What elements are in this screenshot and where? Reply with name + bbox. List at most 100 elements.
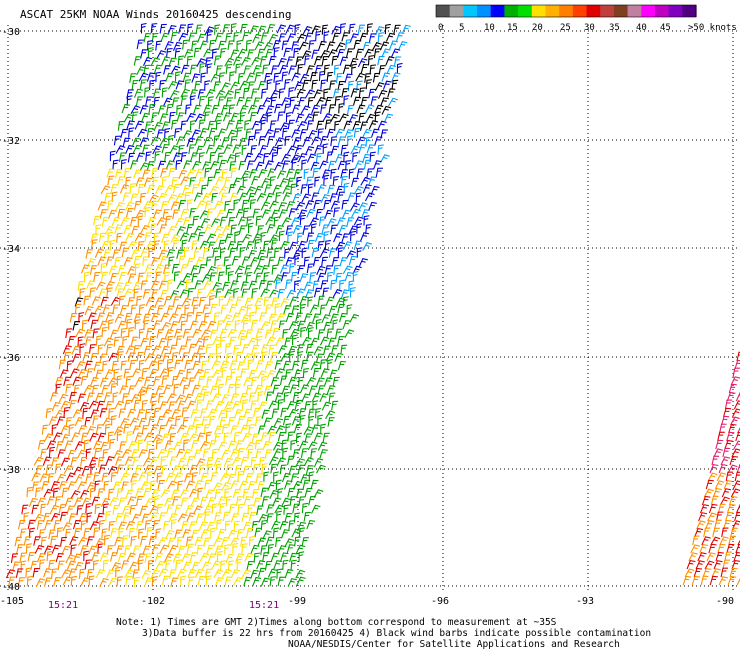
wind-barb: [346, 217, 355, 227]
wind-barb: [227, 270, 234, 282]
wind-barb: [289, 384, 299, 394]
wind-barb: [99, 408, 108, 418]
wind-barb: [154, 150, 161, 162]
wind-barb: [726, 431, 735, 442]
wind-barb: [128, 127, 135, 138]
wind-barb: [724, 399, 733, 410]
wind-barb: [232, 400, 242, 410]
wind-barb: [334, 120, 341, 131]
wind-barb: [80, 376, 88, 386]
wind-barb: [298, 527, 306, 538]
wind-barb: [211, 48, 218, 59]
wind-barb: [232, 177, 242, 187]
wind-barb: [211, 192, 218, 203]
wind-barb: [299, 303, 306, 315]
legend-swatch: [654, 5, 670, 17]
wind-barb: [733, 440, 740, 450]
wind-barb: [74, 417, 84, 427]
wind-barb: [201, 161, 211, 171]
wind-barb: [222, 281, 231, 292]
wind-barb: [239, 392, 249, 403]
wind-barb: [312, 280, 320, 291]
wind-barb: [252, 352, 260, 363]
wind-barb: [82, 407, 89, 418]
wind-barb: [283, 47, 292, 58]
wind-barb: [135, 177, 145, 187]
wind-barb: [34, 513, 44, 523]
wind-barb: [86, 392, 95, 402]
wind-barb: [64, 497, 74, 507]
wind-barb: [166, 358, 173, 370]
wind-barb: [186, 400, 197, 410]
wind-barb: [256, 225, 264, 236]
wind-barb: [263, 42, 274, 51]
wind-barb: [121, 481, 129, 492]
wind-barb: [708, 503, 718, 514]
wind-barb: [188, 377, 196, 388]
wind-barb: [134, 120, 144, 130]
wind-barb: [171, 263, 180, 274]
wind-barb: [140, 22, 147, 34]
note-line-3: NOAA/NESDIS/Center for Satellite Applica…: [288, 639, 620, 650]
wind-barb: [230, 368, 237, 379]
wind-barb: [398, 41, 408, 51]
wind-barb: [131, 479, 137, 491]
wind-barb: [106, 569, 116, 579]
wind-barb: [243, 495, 252, 506]
wind-barb: [293, 369, 303, 380]
wind-barb: [261, 463, 268, 474]
wind-barb: [183, 448, 193, 458]
wind-barb: [72, 519, 82, 530]
wind-barb: [142, 289, 151, 299]
wind-barb: [211, 360, 221, 370]
wind-barb: [219, 360, 230, 370]
wind-barb: [306, 232, 315, 242]
wind-barb: [316, 265, 326, 276]
wind-barb: [74, 297, 84, 307]
wind-barb: [151, 489, 160, 499]
wind-barb: [146, 471, 153, 482]
wind-barb: [267, 256, 276, 267]
wind-barb: [70, 576, 78, 587]
wind-barb: [144, 206, 151, 218]
wind-barb: [184, 473, 193, 483]
wind-barb: [236, 272, 243, 283]
wind-barb: [281, 217, 292, 227]
wind-barb: [143, 376, 152, 387]
wind-barb: [343, 120, 353, 130]
wind-barb: [291, 104, 301, 114]
wind-barb: [323, 231, 330, 242]
wind-barb: [174, 128, 181, 138]
wind-barb: [245, 384, 253, 395]
wind-barb: [80, 456, 87, 467]
wind-barb: [349, 202, 360, 212]
wind-barb: [339, 56, 349, 66]
wind-barb: [152, 88, 162, 98]
wind-barb: [65, 528, 72, 539]
wind-barb: [272, 327, 281, 338]
wind-barb: [373, 48, 381, 59]
wind-barb: [152, 145, 162, 155]
wind-barb: [348, 114, 358, 124]
wind-barb: [31, 504, 39, 515]
wind-barb: [260, 201, 271, 211]
wind-barb: [187, 287, 195, 298]
wind-barb: [121, 247, 129, 258]
wind-barb: [113, 450, 123, 460]
wind-barb: [178, 169, 188, 179]
wind-barb: [142, 457, 153, 467]
wind-barb: [217, 152, 225, 163]
wind-barb: [209, 385, 219, 395]
wind-barb: [314, 176, 321, 187]
wind-barb: [144, 519, 152, 530]
wind-barb: [232, 488, 242, 499]
wind-barb: [319, 393, 329, 403]
wind-barb: [141, 169, 151, 179]
wind-barb: [270, 239, 278, 250]
wind-barb: [227, 240, 237, 251]
wind-barb: [60, 457, 71, 467]
wind-barb: [120, 159, 127, 170]
wind-barb: [251, 433, 260, 443]
wind-barb: [237, 448, 245, 458]
wind-barb: [350, 230, 357, 242]
